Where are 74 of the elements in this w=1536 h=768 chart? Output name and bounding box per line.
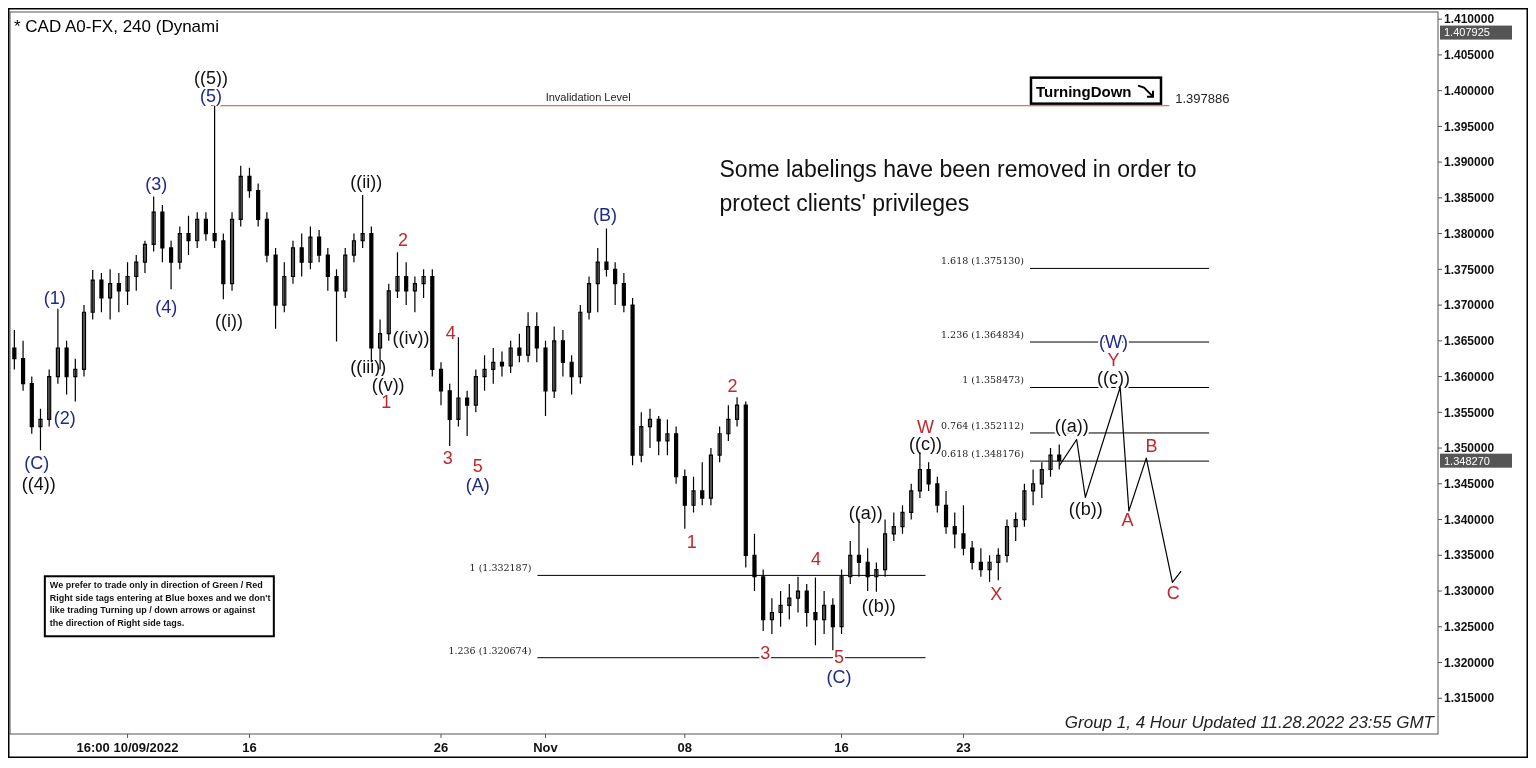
annotation: ((ii)) (350, 171, 383, 192)
y-tick-label: 1.335000 (1444, 548, 1495, 563)
annotation: (A) (465, 475, 490, 496)
x-tick-label: 26 (433, 740, 449, 755)
y-tick-label: 1.320000 (1444, 655, 1495, 670)
x-tick-label: 23 (956, 740, 971, 755)
ref-line-label: Invalidation Level (545, 90, 631, 103)
x-tick-label: 16:00 10/09/2022 (76, 740, 179, 755)
annotation: 1.397886 (1175, 90, 1230, 106)
y-tick-label: 1.330000 (1444, 584, 1495, 599)
y-tick-label: 1.350000 (1444, 441, 1495, 456)
y-tick-label: 1.400000 (1444, 83, 1495, 98)
ref-line-label: 1.618 (1.375130) (941, 255, 1024, 267)
annotation: A (1121, 509, 1134, 530)
y-tick-label: 1.355000 (1444, 405, 1495, 420)
annotation: ((i)) (214, 310, 243, 331)
y-tick-label: 1.390000 (1444, 155, 1495, 170)
y-tick-label: 1.345000 (1444, 477, 1495, 491)
y-tick-label: 1.410000 (1444, 12, 1495, 27)
ref-line-label: 0.764 (1.352112) (941, 419, 1024, 431)
ref-line-label: 1 (1.358473) (962, 374, 1024, 386)
annotation: (3) (145, 173, 168, 194)
y-tick-label: 1.380000 (1444, 226, 1495, 241)
annotation: ((4)) (21, 474, 56, 495)
annotation: X (990, 584, 1003, 605)
annotation: ((c)) (909, 434, 942, 455)
annotation: (C) (24, 452, 50, 473)
annotation: (B) (593, 205, 618, 226)
annotation: 4 (445, 322, 456, 343)
annotation: 2 (727, 375, 738, 396)
y-tick-label: 1.375000 (1444, 262, 1495, 277)
y-tick-label: 1.365000 (1444, 334, 1495, 349)
annotation: (C) (826, 666, 852, 687)
y-tick-label: 1.340000 (1444, 512, 1495, 527)
annotation: (4) (155, 297, 178, 318)
annotation: 3 (442, 448, 453, 469)
annotation: ((a)) (848, 502, 883, 523)
annotation: W (917, 416, 935, 437)
annotation: 1 (686, 532, 697, 553)
annotation: Group 1, 4 Hour Updated 11.28.2022 23:55 GMT (1064, 713, 1436, 732)
annotation: ((b)) (861, 595, 896, 616)
text: 1.407925 (1444, 26, 1490, 39)
chart-title: * CAD A0-FX, 240 (Dynami (14, 17, 220, 36)
annotation: ((iii)) (350, 356, 387, 377)
x-tick-label: 16 (242, 740, 257, 755)
annotation: B (1145, 436, 1158, 457)
y-tick-label: 1.360000 (1444, 369, 1495, 384)
y-tick-label: 1.325000 (1444, 619, 1495, 634)
annotation: TurningDown (1036, 82, 1132, 100)
annotation: ((a)) (1054, 415, 1089, 436)
ref-line-label: 1.236 (1.320674) (448, 644, 532, 656)
x-tick-label: 08 (677, 740, 693, 755)
annotation: Some labelings have been removed in order to protect clients' privileges (719, 155, 1197, 216)
ref-line-label: 1 (1.332187) (469, 562, 532, 574)
annotation: We prefer to trade only in direction of Green / Red Right side tags entering at Blue boxes and we don't like trading Turning up / down arrows or against the direction of Right side tags. (49, 580, 271, 628)
y-tick-label: 1.405000 (1444, 48, 1495, 63)
ref-line-label: 0.618 (1.348176) (941, 448, 1024, 460)
annotation: ((b)) (1068, 498, 1103, 519)
annotation: ((iv)) (392, 327, 430, 348)
annotation: (2) (53, 407, 76, 428)
y-tick-label: 1.370000 (1444, 298, 1495, 313)
x-tick-label: 16 (834, 740, 849, 755)
x-tick-label: Nov (533, 740, 559, 755)
y-tick-label: 1.395000 (1444, 119, 1495, 134)
annotation: 5 (472, 455, 483, 476)
annotation: ((5)) (194, 67, 229, 88)
annotation: C (1166, 583, 1180, 604)
ref-line-label: 1.236 (1.364834) (941, 329, 1024, 341)
text: 1.348270 (1444, 454, 1490, 467)
y-tick-label: 1.385000 (1444, 191, 1495, 206)
annotation: (1) (43, 288, 66, 309)
annotation: 2 (398, 229, 409, 250)
y-tick-label: 1.315000 (1444, 691, 1495, 706)
annotation: 4 (811, 548, 822, 569)
